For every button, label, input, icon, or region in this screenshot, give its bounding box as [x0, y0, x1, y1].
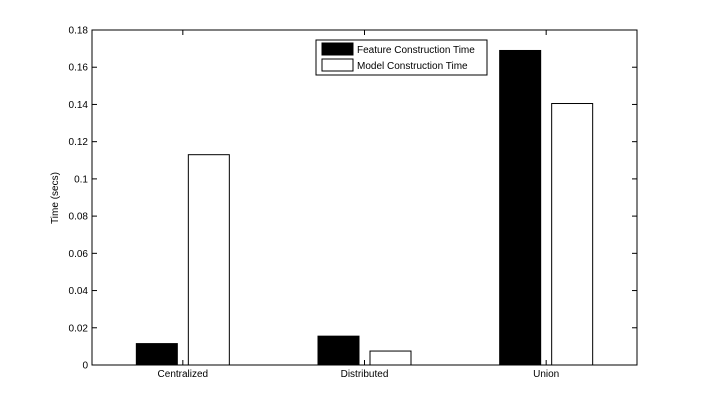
y-tick-label: 0.1	[74, 174, 88, 185]
y-tick-label: 0.18	[69, 26, 89, 37]
legend: Feature Construction Time Model Construc…	[315, 39, 488, 76]
legend-swatch-model	[321, 58, 354, 72]
y-tick-label: 0.06	[69, 249, 89, 260]
legend-swatch-feature	[321, 42, 354, 56]
y-tick-label: 0	[82, 361, 88, 372]
legend-label-feature: Feature Construction Time	[357, 45, 475, 56]
bar-feature-union	[499, 49, 542, 366]
legend-label-model: Model Construction Time	[357, 61, 468, 72]
x-tick-label: Centralized	[158, 369, 209, 380]
bar-model-distributed	[369, 350, 412, 366]
bar-model-union	[551, 103, 594, 366]
y-axis-label: Time (secs)	[50, 172, 61, 224]
x-tick-label: Union	[533, 369, 559, 380]
y-tick-label: 0.02	[69, 323, 89, 334]
bar-model-centralized	[187, 154, 230, 366]
axes-layer: 0 0.02 0.04 0.06 0.08 0.1 0.12 0.14 0.16 0.18 Cent…	[69, 26, 638, 380]
y-tick-label: 0.16	[69, 63, 89, 74]
y-tick-label: 0.04	[69, 286, 89, 297]
bar-feature-centralized	[135, 343, 178, 366]
bar-feature-distributed	[317, 335, 360, 366]
y-tick-label: 0.08	[69, 212, 89, 223]
x-tick-label: Distributed	[341, 369, 389, 380]
y-tick-label: 0.12	[69, 137, 89, 148]
bars-layer	[135, 49, 594, 366]
y-tick-label: 0.14	[69, 100, 89, 111]
plot-area	[92, 30, 637, 365]
